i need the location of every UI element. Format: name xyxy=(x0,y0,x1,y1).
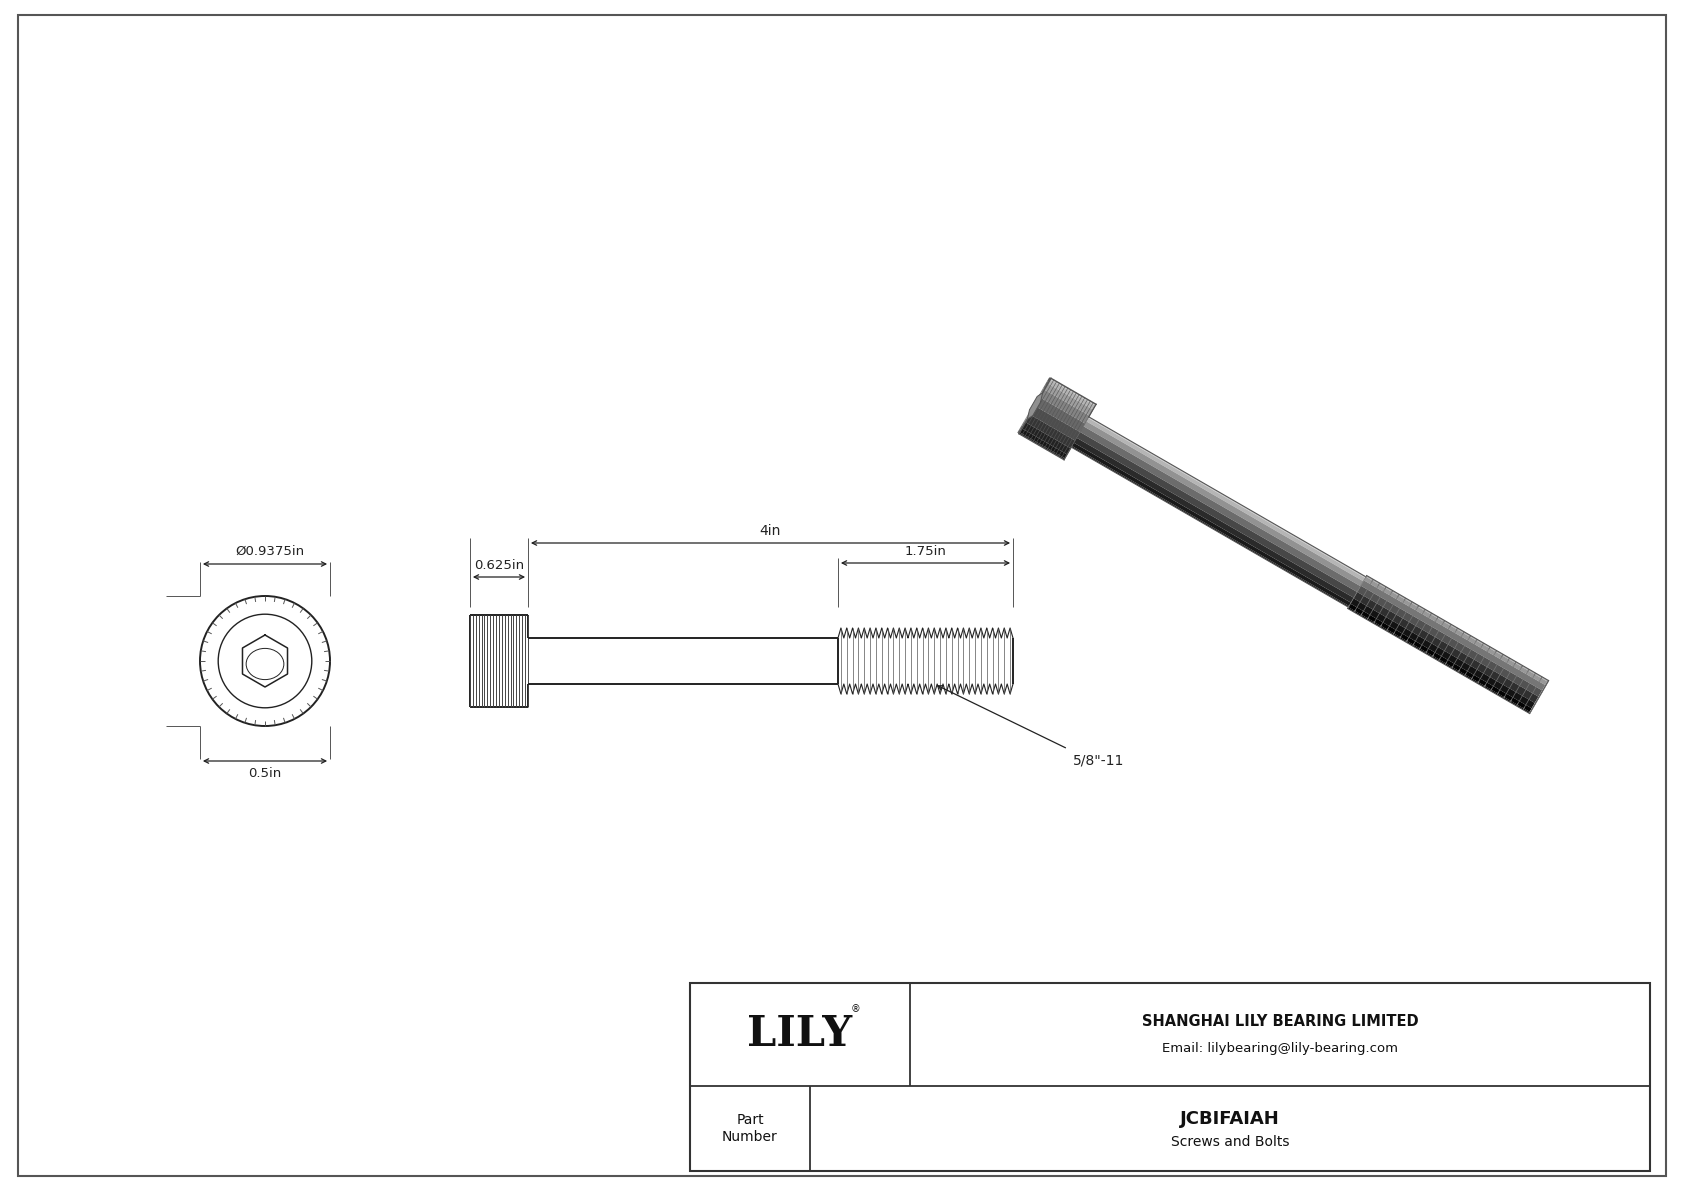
Polygon shape xyxy=(1047,378,1051,382)
Polygon shape xyxy=(1027,411,1032,416)
Text: SHANGHAI LILY BEARING LIMITED: SHANGHAI LILY BEARING LIMITED xyxy=(1142,1014,1418,1029)
Text: Email: lilybearing@lily-bearing.com: Email: lilybearing@lily-bearing.com xyxy=(1162,1042,1398,1055)
Polygon shape xyxy=(1022,423,1071,455)
Polygon shape xyxy=(1044,384,1093,416)
Polygon shape xyxy=(1036,398,1084,432)
Polygon shape xyxy=(1041,388,1044,393)
Polygon shape xyxy=(1076,432,1357,598)
Polygon shape xyxy=(1046,381,1049,386)
Polygon shape xyxy=(1364,576,1548,685)
Polygon shape xyxy=(1034,399,1039,404)
Polygon shape xyxy=(1027,393,1042,419)
Text: 1.75in: 1.75in xyxy=(904,545,946,559)
Polygon shape xyxy=(1357,586,1543,697)
Polygon shape xyxy=(1351,598,1536,709)
Text: 0.625in: 0.625in xyxy=(473,559,524,572)
Polygon shape xyxy=(1347,607,1531,713)
Polygon shape xyxy=(1041,389,1090,424)
Polygon shape xyxy=(1086,418,1366,581)
Text: Part
Number: Part Number xyxy=(722,1114,778,1143)
Polygon shape xyxy=(1031,407,1034,412)
Polygon shape xyxy=(1366,575,1549,681)
Polygon shape xyxy=(1019,432,1064,460)
Polygon shape xyxy=(1032,403,1036,407)
Bar xyxy=(690,983,1650,1171)
Text: JCBIFAIAH: JCBIFAIAH xyxy=(1180,1110,1280,1128)
Polygon shape xyxy=(1022,422,1026,426)
Polygon shape xyxy=(1021,429,1068,459)
Polygon shape xyxy=(1083,422,1364,586)
Polygon shape xyxy=(1071,445,1349,607)
Polygon shape xyxy=(1074,438,1354,603)
Polygon shape xyxy=(1073,443,1351,606)
Polygon shape xyxy=(1017,429,1021,434)
Polygon shape xyxy=(1047,380,1095,410)
Polygon shape xyxy=(1036,395,1041,400)
Polygon shape xyxy=(1051,379,1096,406)
Polygon shape xyxy=(1349,604,1532,712)
Text: 5/8"-11: 5/8"-11 xyxy=(1073,754,1125,768)
Polygon shape xyxy=(1354,592,1539,704)
Polygon shape xyxy=(1031,406,1079,441)
Polygon shape xyxy=(1361,580,1546,691)
Polygon shape xyxy=(1088,417,1366,578)
Polygon shape xyxy=(1079,426,1361,592)
Polygon shape xyxy=(1024,418,1027,423)
Polygon shape xyxy=(1042,385,1047,389)
Text: Ø0.9375in: Ø0.9375in xyxy=(236,545,305,559)
Polygon shape xyxy=(1039,392,1042,397)
Text: ®: ® xyxy=(850,1004,861,1015)
Polygon shape xyxy=(1026,414,1074,448)
Text: Screws and Bolts: Screws and Bolts xyxy=(1170,1135,1290,1148)
Text: 4in: 4in xyxy=(759,524,781,538)
Text: LILY: LILY xyxy=(748,1014,852,1055)
Text: 0.5in: 0.5in xyxy=(248,767,281,780)
Polygon shape xyxy=(1019,425,1024,430)
Polygon shape xyxy=(1529,680,1549,713)
Polygon shape xyxy=(1026,414,1029,419)
